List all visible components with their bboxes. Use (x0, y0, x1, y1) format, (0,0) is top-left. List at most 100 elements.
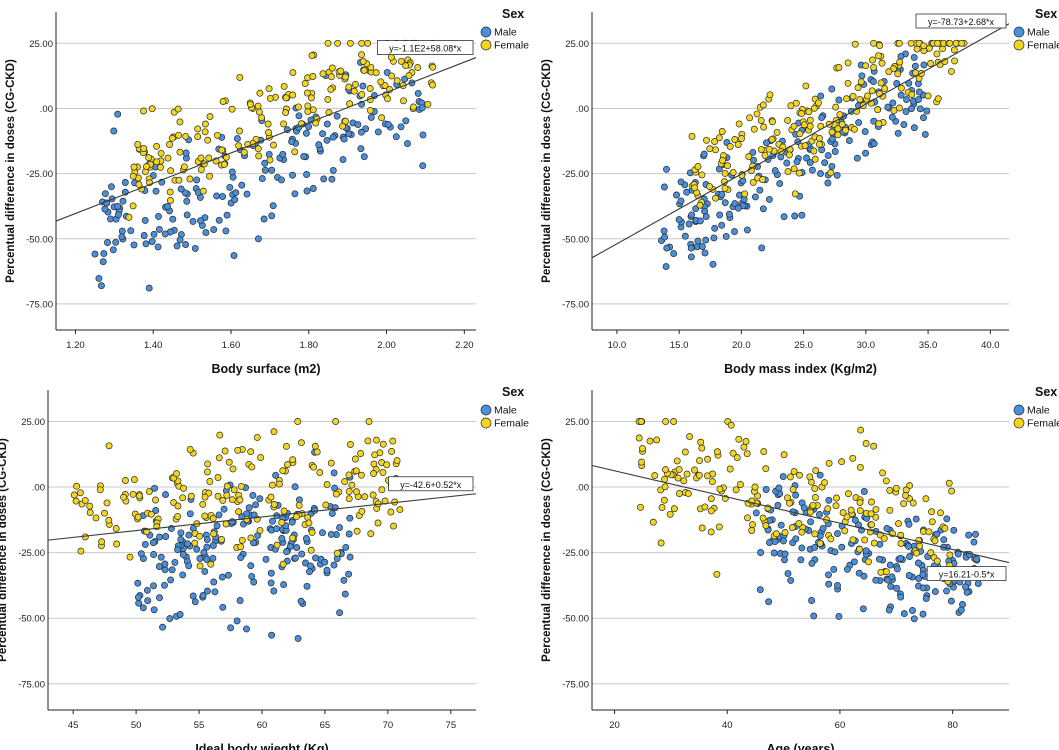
data-point-male (870, 140, 878, 148)
data-point-female (885, 68, 893, 76)
data-point-male (270, 587, 278, 595)
data-point-female (711, 138, 719, 146)
data-point-female (736, 481, 744, 488)
data-point-female (199, 187, 207, 195)
data-point-male (210, 578, 218, 586)
data-point-male (787, 576, 795, 584)
data-point-female (658, 504, 666, 511)
data-point-female (345, 487, 353, 495)
data-point-female (379, 440, 387, 448)
data-point-female (806, 122, 814, 130)
data-point-male (869, 78, 877, 86)
y-tick-label: -25.00 (18, 548, 45, 559)
data-point-female (746, 114, 754, 122)
data-point-female (872, 513, 880, 521)
data-point-female (802, 82, 810, 90)
data-point-female (745, 153, 753, 161)
data-point-male (215, 216, 223, 224)
data-point-female (359, 57, 367, 65)
data-point-female (839, 509, 847, 517)
data-point-female (327, 85, 335, 93)
data-point-female (86, 502, 94, 510)
x-tick-label: 65 (320, 720, 331, 731)
data-point-male (328, 509, 336, 517)
data-point-male (191, 244, 199, 252)
data-point-female (222, 520, 230, 528)
data-point-female (712, 146, 720, 154)
data-point-male (247, 562, 255, 570)
data-point-female (792, 99, 800, 107)
x-tick-label: 2.20 (455, 340, 474, 351)
equation-label: y=16.21-0.5*x (939, 570, 995, 580)
y-axis-label: Percentual difference in doses (CG-CKD) (5, 59, 17, 283)
data-point-female (805, 108, 813, 116)
data-point-female (927, 549, 935, 557)
data-point-female (316, 469, 324, 477)
data-point-male (808, 166, 816, 174)
data-point-female (206, 478, 214, 485)
data-point-female (236, 496, 244, 504)
data-point-male (959, 601, 966, 608)
data-point-female (815, 140, 823, 148)
data-point-male (294, 634, 302, 642)
data-point-female (341, 478, 349, 485)
data-point-male (197, 217, 204, 225)
data-point-female (894, 70, 902, 78)
data-point-male (851, 516, 859, 524)
data-point-male (731, 228, 738, 236)
data-point-male (186, 510, 194, 518)
data-point-male (367, 113, 375, 121)
data-point-female (856, 499, 864, 507)
data-point-male (414, 89, 422, 97)
data-point-male (329, 166, 337, 174)
data-point-female (849, 536, 857, 544)
data-point-male (897, 91, 905, 99)
data-point-male (254, 235, 262, 243)
data-point-female (214, 492, 222, 500)
y-tick-label: .00 (576, 483, 589, 494)
data-point-male (269, 517, 276, 525)
data-point-female (854, 84, 862, 92)
data-point-male (360, 153, 368, 161)
data-point-male (329, 133, 337, 141)
data-point-female (861, 536, 869, 544)
data-point-female (389, 437, 397, 445)
data-point-female (174, 502, 182, 510)
data-point-female (215, 454, 223, 462)
data-point-male (134, 593, 142, 601)
data-point-female (210, 530, 218, 538)
data-point-male (973, 555, 981, 563)
data-point-female (674, 474, 682, 482)
data-point-female (268, 481, 276, 489)
data-point-female (765, 145, 773, 153)
data-point-male (771, 167, 779, 175)
data-point-female (81, 533, 89, 541)
data-point-male (756, 586, 764, 594)
data-point-female (397, 57, 405, 65)
data-point-female (833, 494, 840, 502)
data-point-female (876, 42, 884, 49)
data-point-male (209, 542, 217, 549)
data-point-female (72, 497, 80, 505)
data-point-female (265, 85, 273, 93)
data-point-male (319, 130, 327, 138)
data-point-male (807, 518, 815, 526)
x-tick-label: 1.60 (222, 340, 241, 351)
data-point-male (910, 53, 918, 61)
data-point-female (81, 496, 89, 504)
x-tick-label: 1.80 (300, 340, 319, 351)
data-point-female (721, 169, 729, 177)
data-point-female (862, 440, 870, 447)
data-point-female (255, 152, 263, 160)
data-point-female (757, 146, 765, 154)
data-point-female (254, 145, 262, 153)
data-point-male (219, 193, 227, 201)
data-point-female (759, 101, 767, 109)
data-point-male (268, 631, 276, 639)
data-point-female (219, 496, 227, 504)
data-point-female (167, 167, 175, 175)
data-point-female (909, 499, 917, 507)
data-point-male (792, 491, 800, 499)
data-point-male (223, 211, 231, 219)
